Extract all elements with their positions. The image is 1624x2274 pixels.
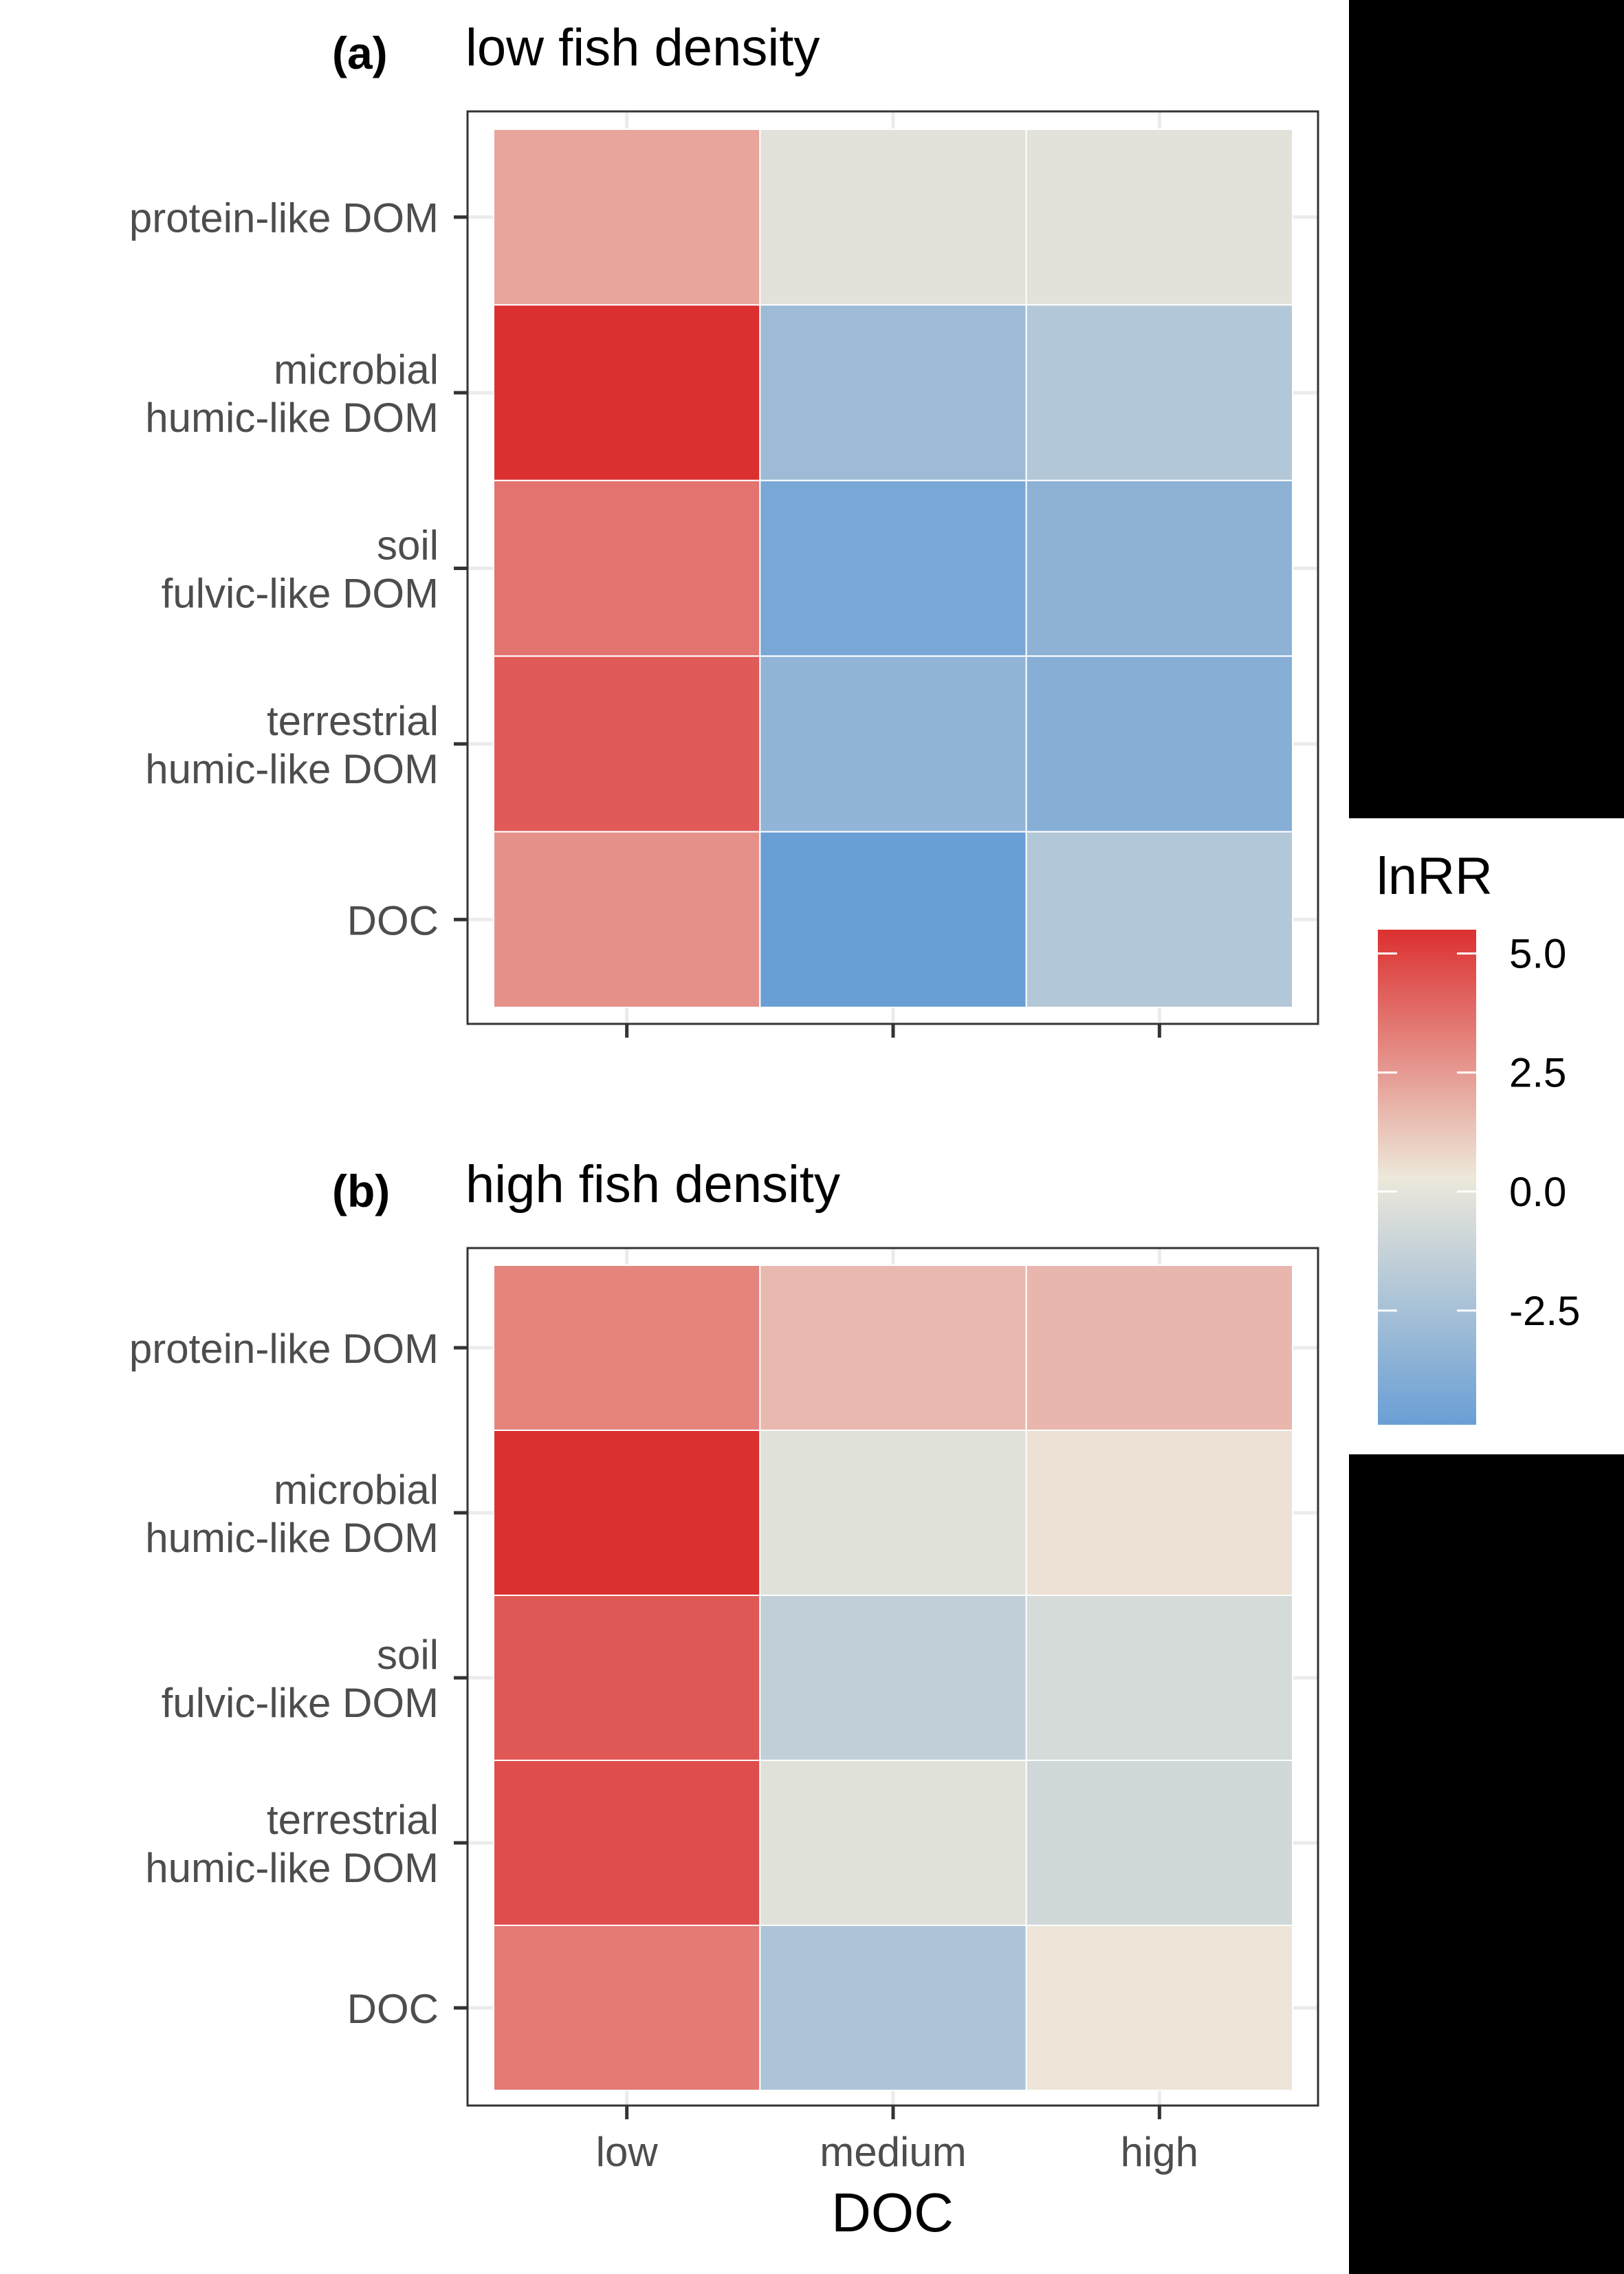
panel-b-title: high fish density [465,1155,840,1214]
heatmap-cell [759,1265,1027,1431]
heatmap-cell [1025,655,1293,833]
black-region-bottom [1349,1454,1624,2274]
heatmap-cell [759,655,1027,833]
heatmap-cell [759,479,1027,657]
heatmap-cell [759,1595,1027,1761]
heatmap-cell [759,1430,1027,1596]
heatmap-cell [1025,479,1293,657]
y-tick-label: humic-like DOM [145,1845,439,1891]
y-tick-label: DOC [347,897,439,943]
y-tick-label: soil [377,523,439,569]
heatmap-cell [493,1430,761,1596]
heatmap-cell [493,129,761,306]
y-tick-label: protein-like DOM [129,1326,439,1372]
heatmap-cell [493,479,761,657]
heatmap-cell [493,831,761,1008]
y-tick-label: humic-like DOM [145,395,439,441]
panel-b-label: (b) [332,1166,390,1216]
x-tick-label: medium [820,2129,966,2175]
heatmap-cell [1025,1595,1293,1761]
heatmap-cell [493,1760,761,1926]
heatmap-cell [759,831,1027,1008]
heatmap-cell [493,655,761,833]
y-tick-label: soil [377,1632,439,1678]
heatmap-cell [759,1760,1027,1926]
y-tick-label: fulvic-like DOM [162,571,439,617]
x-tick-label: high [1121,2129,1198,2175]
heatmap-cell [759,304,1027,481]
panel-b-x-axis: low medium high [596,2106,1198,2175]
legend-colorbar [1378,930,1476,1425]
panel-b-cells [493,1265,1293,2091]
heatmap-cell [759,129,1027,306]
heatmap-cell [1025,1430,1293,1596]
panel-a-label: (a) [332,28,388,78]
heatmap-cell [493,1595,761,1761]
legend-tick-label: 5.0 [1509,931,1566,977]
panel-a-cells [493,129,1293,1008]
heatmap-cell [1025,1925,1293,2091]
y-tick-label: protein-like DOM [129,195,439,241]
x-tick-label: low [596,2129,659,2175]
y-tick-label: humic-like DOM [145,746,439,792]
panel-a-x-axis [625,1024,1161,1038]
panel-a-heatmap: (a) low fish density protein-like DOM mic… [129,19,1319,1038]
black-region-top [1349,0,1624,818]
y-tick-label: humic-like DOM [145,1515,439,1561]
heatmap-cell [1025,1760,1293,1926]
heatmap-cell [1025,304,1293,481]
heatmap-cell [1025,831,1293,1008]
panel-b-heatmap: (b) high fish density protein-like DOM mi… [129,1155,1319,2243]
legend-ticks: 5.0 2.5 0.0 -2.5 [1378,931,1580,1334]
heatmap-cell [493,304,761,481]
legend-tick-label: 0.0 [1509,1169,1566,1215]
y-tick-label: DOC [347,1986,439,2032]
color-legend: lnRR 5.0 2.5 0.0 -2.5 [1376,847,1580,1425]
panel-a-title: low fish density [465,19,820,77]
legend-tick-label: 2.5 [1509,1050,1566,1096]
legend-tick-label: -2.5 [1509,1288,1580,1334]
y-tick-label: terrestrial [267,698,439,744]
legend-title: lnRR [1376,847,1493,906]
heatmap-cell [759,1925,1027,2091]
y-tick-label: microbial [274,347,439,393]
heatmap-cell [1025,1265,1293,1431]
x-axis-title: DOC [831,2182,954,2243]
y-tick-label: microbial [274,1467,439,1513]
heatmap-cell [493,1925,761,2091]
heatmap-cell [493,1265,761,1431]
y-tick-label: terrestrial [267,1797,439,1843]
y-tick-label: fulvic-like DOM [162,1680,439,1726]
heatmap-cell [1025,129,1293,306]
